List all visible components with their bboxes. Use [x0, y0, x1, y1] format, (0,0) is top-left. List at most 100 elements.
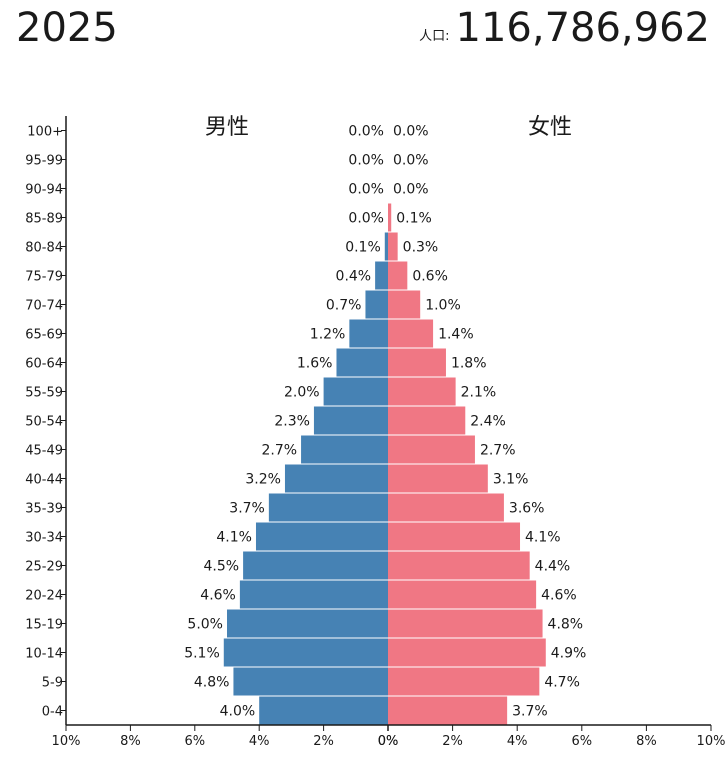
age-group-label: 95-99	[25, 154, 63, 169]
age-group-label: 60-64	[25, 357, 63, 372]
x-tick-label: 10%	[697, 734, 726, 749]
male-bar	[255, 522, 388, 551]
female-value-label: 4.7%	[544, 675, 580, 691]
female-value-label: 2.1%	[461, 385, 497, 401]
male-bar	[323, 377, 388, 406]
male-bar	[375, 261, 388, 290]
male-bar	[233, 667, 388, 696]
male-value-label: 0.0%	[348, 211, 384, 227]
female-bar	[388, 580, 537, 609]
female-bar	[388, 203, 392, 232]
male-bar	[365, 290, 388, 319]
age-group-label: 80-84	[25, 241, 63, 256]
female-value-label: 0.1%	[396, 211, 432, 227]
male-value-label: 4.8%	[194, 675, 230, 691]
female-value-label: 2.4%	[470, 414, 506, 430]
female-bars-group	[388, 203, 546, 725]
male-bar	[239, 580, 388, 609]
male-value-label: 3.2%	[245, 472, 281, 488]
x-tick-label: 4%	[507, 734, 528, 749]
female-bar	[388, 551, 530, 580]
male-value-label: 5.1%	[184, 646, 220, 662]
male-value-label: 0.4%	[336, 269, 372, 285]
age-group-label: 100+	[27, 125, 63, 140]
female-value-label: 4.8%	[548, 617, 584, 633]
male-bar	[313, 406, 388, 435]
x-tick-label: 0%	[378, 734, 399, 749]
male-bar	[284, 464, 388, 493]
age-group-label: 75-79	[25, 270, 63, 285]
male-value-label: 2.3%	[274, 414, 310, 430]
female-value-label: 3.6%	[509, 501, 545, 517]
age-group-label: 30-34	[25, 531, 63, 546]
male-bar	[349, 319, 388, 348]
male-value-label: 1.6%	[297, 356, 333, 372]
male-value-label: 4.5%	[204, 559, 240, 575]
female-bar	[388, 435, 475, 464]
female-value-label: 1.0%	[425, 298, 461, 314]
population-display: 人口: 116,786,962	[419, 4, 710, 52]
female-bar	[388, 319, 434, 348]
male-value-label: 4.1%	[216, 530, 252, 546]
x-tick-label: 10%	[52, 734, 81, 749]
female-bar	[388, 696, 508, 725]
x-tick-label: 0%	[378, 734, 399, 749]
male-value-label: 5.0%	[187, 617, 223, 633]
age-group-label: 15-19	[25, 618, 63, 633]
female-bar	[388, 406, 466, 435]
age-group-label: 20-24	[25, 589, 63, 604]
female-bar	[388, 377, 456, 406]
female-value-label: 4.9%	[551, 646, 587, 662]
male-value-label: 0.0%	[348, 153, 384, 169]
male-bar	[259, 696, 388, 725]
female-value-label: 4.4%	[535, 559, 571, 575]
age-group-label: 0-4	[42, 705, 63, 720]
female-bar	[388, 667, 540, 696]
age-group-label: 85-89	[25, 212, 63, 227]
x-tick-label: 8%	[120, 734, 141, 749]
male-bar	[223, 638, 388, 667]
female-value-label: 0.0%	[393, 153, 429, 169]
age-group-label: 35-39	[25, 502, 63, 517]
age-group-label: 50-54	[25, 415, 63, 430]
male-value-label: 1.2%	[310, 327, 346, 343]
male-bar	[301, 435, 388, 464]
male-value-label: 4.0%	[220, 704, 256, 720]
female-bar	[388, 348, 446, 377]
age-group-label: 25-29	[25, 560, 63, 575]
male-series-title: 男性	[205, 115, 249, 140]
age-group-label: 90-94	[25, 183, 63, 198]
male-bar	[336, 348, 388, 377]
male-value-label: 2.0%	[284, 385, 320, 401]
male-bar	[384, 232, 388, 261]
age-group-label: 5-9	[42, 676, 63, 691]
age-group-label: 70-74	[25, 299, 63, 314]
female-value-label: 0.0%	[393, 124, 429, 140]
female-bar	[388, 464, 488, 493]
female-value-label: 3.7%	[512, 704, 548, 720]
female-bar	[388, 638, 546, 667]
female-value-label: 1.8%	[451, 356, 487, 372]
female-value-label: 0.3%	[403, 240, 439, 256]
age-group-label: 65-69	[25, 328, 63, 343]
age-group-label: 10-14	[25, 647, 63, 662]
male-value-label: 0.0%	[348, 124, 384, 140]
male-bar	[227, 609, 388, 638]
male-value-label: 0.7%	[326, 298, 362, 314]
female-bar	[388, 522, 521, 551]
population-label: 人口:	[419, 29, 450, 44]
female-bar	[388, 290, 421, 319]
male-value-label: 3.7%	[229, 501, 265, 517]
male-bar	[243, 551, 388, 580]
male-value-label: 0.1%	[345, 240, 381, 256]
x-tick-label: 8%	[636, 734, 657, 749]
female-value-label: 0.6%	[412, 269, 448, 285]
age-group-label: 55-59	[25, 386, 63, 401]
female-value-label: 0.0%	[393, 182, 429, 198]
female-bar	[388, 232, 398, 261]
male-value-label: 2.7%	[261, 443, 297, 459]
female-value-label: 1.4%	[438, 327, 474, 343]
female-value-label: 4.6%	[541, 588, 577, 604]
x-tick-label: 4%	[249, 734, 270, 749]
